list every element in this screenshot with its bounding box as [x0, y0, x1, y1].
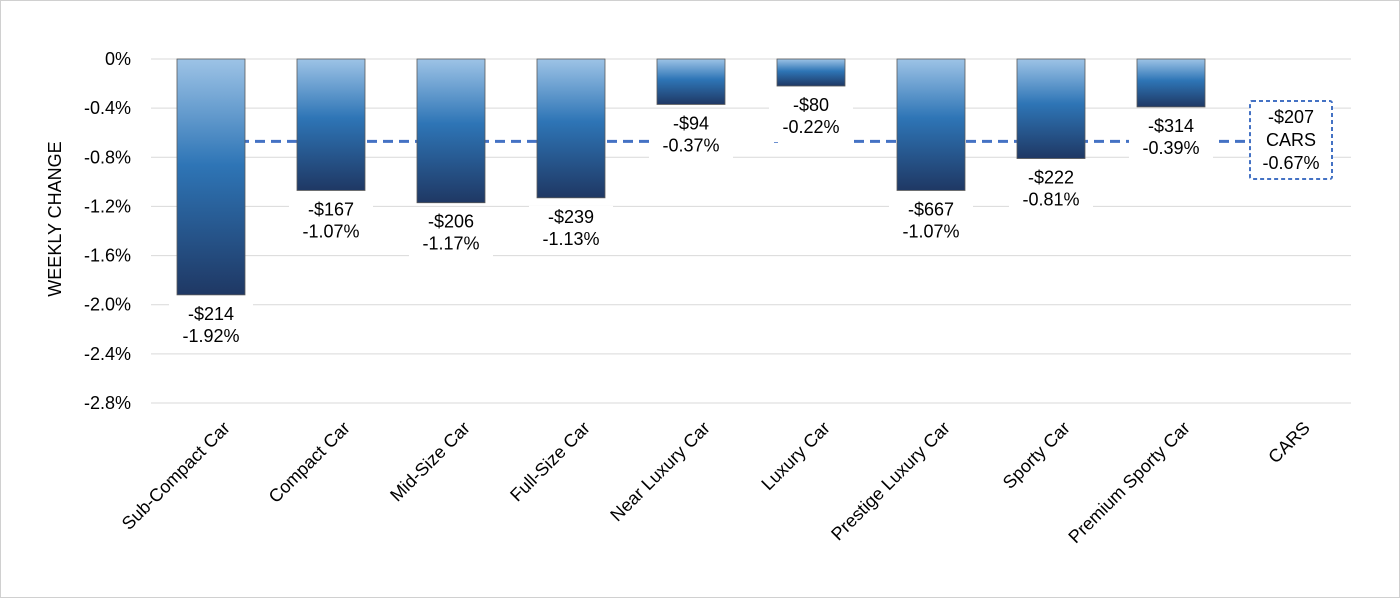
- data-label-background: [289, 198, 373, 247]
- data-label-percent: -1.07%: [902, 221, 959, 241]
- bar: [416, 58, 486, 204]
- bar: [896, 58, 966, 191]
- x-category-label: CARS: [1264, 418, 1314, 468]
- data-label-background: [769, 94, 853, 143]
- bar: [536, 58, 606, 199]
- bar: [776, 58, 846, 87]
- y-tick-label: -1.2%: [84, 196, 131, 216]
- data-label-dollar: -$667: [908, 199, 954, 219]
- y-tick-label: -0.8%: [84, 147, 131, 167]
- data-label-percent: -1.13%: [542, 229, 599, 249]
- y-tick-label: -0.4%: [84, 98, 131, 118]
- data-label-percent: -1.07%: [302, 221, 359, 241]
- reference-callout-label: CARS: [1266, 130, 1316, 150]
- data-label-dollar: -$80: [793, 95, 829, 115]
- data-label-percent: -1.92%: [182, 326, 239, 346]
- data-label-percent: -0.37%: [662, 135, 719, 155]
- x-category-label: Sub-Compact Car: [118, 418, 234, 534]
- data-label-background: [649, 112, 733, 161]
- data-label-percent: -0.39%: [1142, 138, 1199, 158]
- bars: [176, 58, 1206, 296]
- data-label-background: [1009, 166, 1093, 215]
- data-label-percent: -0.81%: [1022, 190, 1079, 210]
- reference-callout-box: [1249, 100, 1333, 180]
- y-axis-ticks: 0% -0.4% -0.8% -1.2% -1.6% -2.0% -2.4% -2.8%: [84, 49, 131, 413]
- y-tick-label: 0%: [105, 49, 131, 69]
- data-label-dollar: -$94: [673, 113, 709, 133]
- data-label-background: [409, 210, 493, 259]
- data-label-dollar: -$222: [1028, 168, 1074, 188]
- data-label-percent: -0.22%: [782, 117, 839, 137]
- x-category-label: Luxury Car: [757, 418, 833, 494]
- y-tick-label: -2.0%: [84, 295, 131, 315]
- x-axis-categories: Sub-Compact Car Compact Car Mid-Size Car Fu…: [118, 418, 1314, 547]
- y-tick-label: -1.6%: [84, 246, 131, 266]
- data-label-background: [1129, 114, 1213, 163]
- x-category-label: Full-Size Car: [506, 418, 594, 506]
- x-category-label: Premium Sporty Car: [1064, 418, 1193, 547]
- x-category-label: Sporty Car: [999, 418, 1074, 493]
- bar: [656, 58, 726, 105]
- data-label-dollar: -$239: [548, 207, 594, 227]
- x-category-label: Mid-Size Car: [386, 418, 474, 506]
- bar: [176, 58, 246, 296]
- reference-callout-label: -$207: [1268, 107, 1314, 127]
- data-label-dollar: -$214: [188, 304, 234, 324]
- x-category-label: Near Luxury Car: [606, 418, 714, 526]
- bar: [1136, 58, 1206, 108]
- data-label-background: [169, 302, 253, 351]
- bar: [1016, 58, 1086, 159]
- data-labels: -$214-1.92%-$167-1.07% -$206-1.17%-$239-1…: [169, 94, 1333, 351]
- reference-callout-label: -0.67%: [1262, 153, 1319, 173]
- y-tick-label: -2.8%: [84, 393, 131, 413]
- data-label-percent: -1.17%: [422, 234, 479, 254]
- bar: [296, 58, 366, 191]
- x-category-label: Prestige Luxury Car: [827, 418, 954, 545]
- data-label-dollar: -$314: [1148, 116, 1194, 136]
- y-axis-title: WEEKLY CHANGE: [45, 141, 65, 296]
- data-label-dollar: -$167: [308, 199, 354, 219]
- data-label-background: [529, 205, 613, 254]
- data-label-dollar: -$206: [428, 212, 474, 232]
- data-label-background: [889, 198, 973, 247]
- x-category-label: Compact Car: [265, 418, 354, 507]
- y-tick-label: -2.4%: [84, 344, 131, 364]
